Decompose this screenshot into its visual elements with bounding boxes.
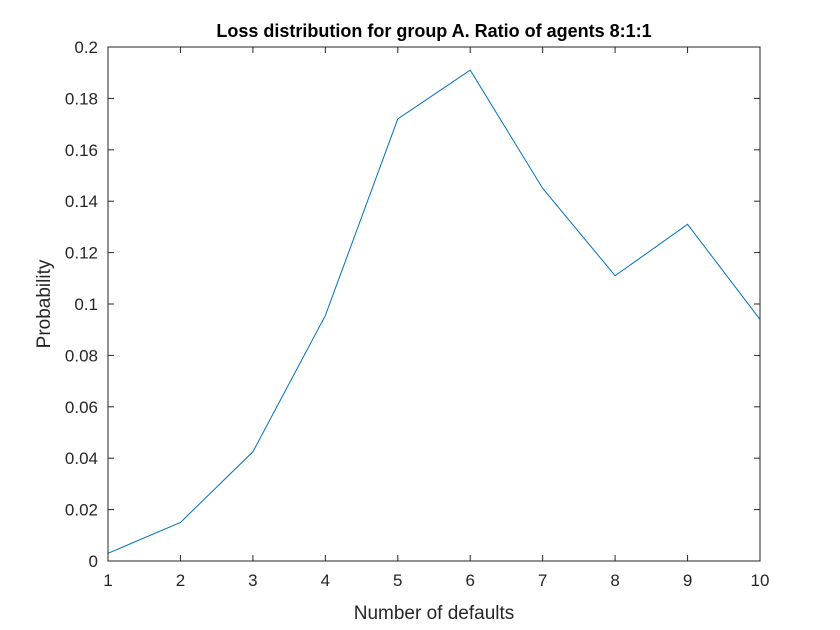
y-tick-label: 0.16 [65,141,98,160]
x-axis-label: Number of defaults [354,603,515,624]
x-tick-label: 10 [751,571,770,590]
x-tick-label: 2 [176,571,185,590]
chart-title: Loss distribution for group A. Ratio of … [216,21,651,41]
y-axis-label: Probability [34,259,55,348]
x-tick-label: 1 [103,571,112,590]
y-tick-label: 0.18 [65,89,98,108]
series-layer [107,69,761,554]
y-tick-label: 0.2 [74,38,98,57]
y-tick-label: 0 [89,552,98,571]
y-tick-label: 0.14 [65,192,98,211]
ticks-layer [107,46,761,562]
x-tick-label: 7 [538,571,547,590]
series-line [107,69,761,554]
y-tick-label: 0.12 [65,244,98,263]
x-tick-label: 8 [610,571,619,590]
x-tick-label: 5 [393,571,402,590]
axes-box [107,46,761,562]
plot-area [108,47,760,561]
y-tick-label: 0.04 [65,449,98,468]
x-tick-label: 9 [683,571,692,590]
y-tick-label: 0.02 [65,501,98,520]
x-tick-label: 4 [321,571,330,590]
tick-labels-layer: 1 2 3 4 5 6 7 8 9 10 0 0.02 0.04 0.06 0.08 0.1 0.12 0.14 0… [65,38,770,590]
y-tick-label: 0.08 [65,346,98,365]
x-tick-label: 6 [465,571,474,590]
y-tick-label: 0.06 [65,398,98,417]
x-tick-label: 3 [248,571,257,590]
y-tick-label: 0.1 [74,295,98,314]
